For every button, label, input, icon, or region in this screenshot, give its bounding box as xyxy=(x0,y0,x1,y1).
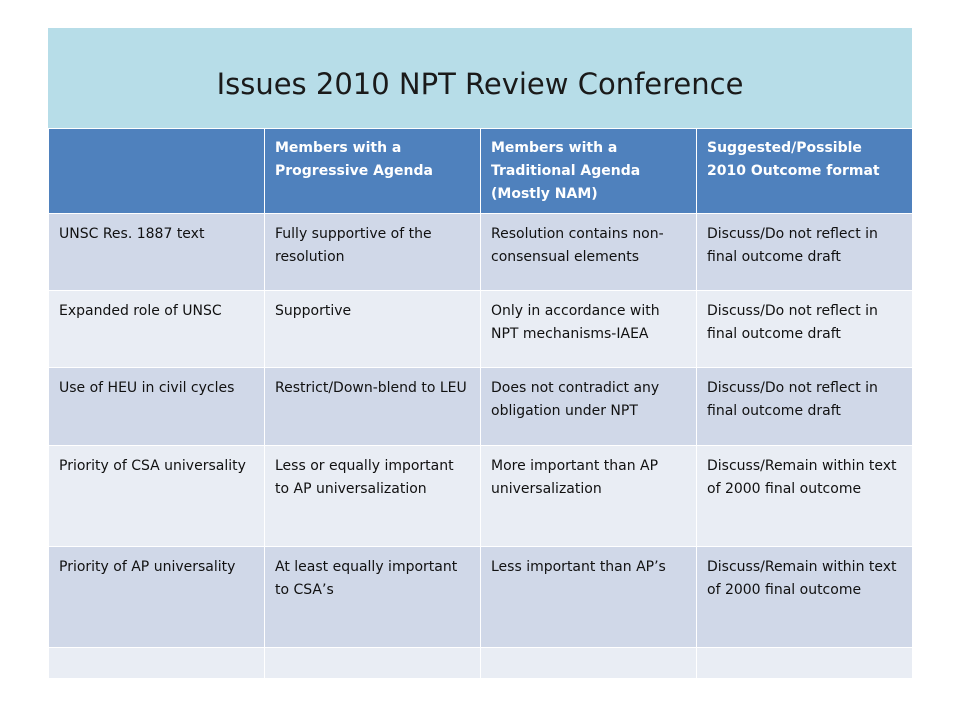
cell-outcome: Discuss/Do not reflect in final outcome … xyxy=(696,213,913,291)
cell-traditional xyxy=(480,647,697,679)
cell-progressive: Less or equally important to AP universa… xyxy=(264,445,481,547)
cell-traditional: Resolution contains non-consensual eleme… xyxy=(480,213,697,291)
title-band: Issues 2010 NPT Review Conference xyxy=(48,28,912,128)
cell-progressive: Fully supportive of the resolution xyxy=(264,213,481,291)
cell-traditional: Only in accordance with NPT mechanisms-I… xyxy=(480,290,697,368)
cell-outcome: Discuss/Remain within text of 2000 final… xyxy=(696,546,913,648)
cell-outcome xyxy=(696,647,913,679)
cell-issue xyxy=(48,647,265,679)
cell-traditional: Less important than AP’s xyxy=(480,546,697,648)
table-row: Expanded role of UNSC Supportive Only in… xyxy=(48,290,913,368)
cell-outcome: Discuss/Do not reflect in final outcome … xyxy=(696,290,913,368)
table-row: Use of HEU in civil cycles Restrict/Down… xyxy=(48,367,913,446)
table-header-row: Members with a Progressive Agenda Member… xyxy=(48,128,913,214)
cell-outcome: Discuss/Remain within text of 2000 final… xyxy=(696,445,913,547)
cell-traditional: More important than AP universalization xyxy=(480,445,697,547)
issues-table: Members with a Progressive Agenda Member… xyxy=(48,128,913,679)
cell-progressive: Restrict/Down-blend to LEU xyxy=(264,367,481,446)
header-progressive-agenda: Members with a Progressive Agenda xyxy=(264,128,481,214)
cell-issue: Priority of AP universality xyxy=(48,546,265,648)
header-traditional-agenda: Members with a Traditional Agenda (Mostl… xyxy=(480,128,697,214)
table-row: Priority of AP universality At least equ… xyxy=(48,546,913,648)
table-row: Priority of CSA universality Less or equ… xyxy=(48,445,913,547)
cell-progressive: At least equally important to CSA’s xyxy=(264,546,481,648)
cell-issue: Use of HEU in civil cycles xyxy=(48,367,265,446)
header-outcome-format: Suggested/Possible 2010 Outcome format xyxy=(696,128,913,214)
cell-issue: UNSC Res. 1887 text xyxy=(48,213,265,291)
slide-title: Issues 2010 NPT Review Conference xyxy=(216,67,744,101)
cell-traditional: Does not contradict any obligation under… xyxy=(480,367,697,446)
cell-outcome: Discuss/Do not reflect in final outcome … xyxy=(696,367,913,446)
table-row-empty xyxy=(48,647,913,679)
cell-progressive: Supportive xyxy=(264,290,481,368)
header-issue xyxy=(48,128,265,214)
table-row: UNSC Res. 1887 text Fully supportive of … xyxy=(48,213,913,291)
cell-issue: Priority of CSA universality xyxy=(48,445,265,547)
cell-progressive xyxy=(264,647,481,679)
cell-issue: Expanded role of UNSC xyxy=(48,290,265,368)
